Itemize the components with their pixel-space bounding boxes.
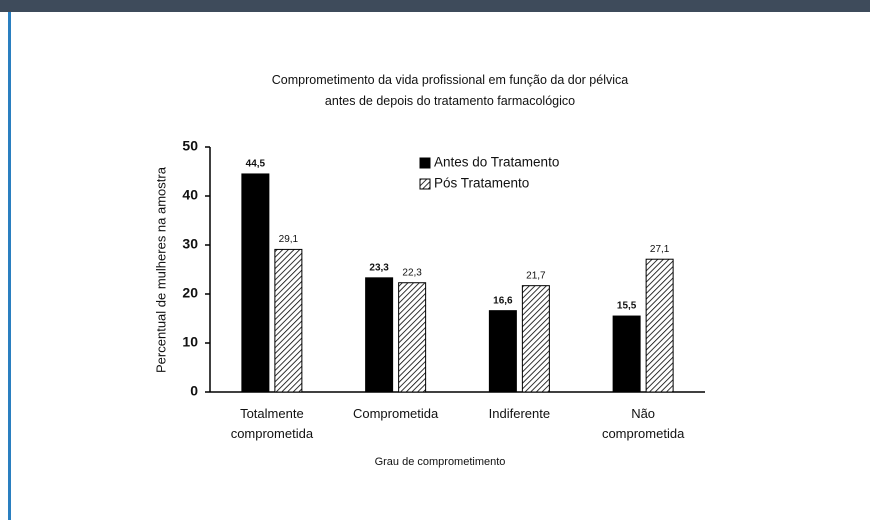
legend-swatch: [419, 157, 431, 169]
left-border: [8, 12, 11, 520]
chart-title: Comprometimento da vida profissional em …: [271, 73, 629, 108]
legend-swatch: [419, 178, 431, 190]
bar: [488, 310, 517, 393]
bar: [521, 285, 550, 393]
x-axis-title: Grau de comprometimento: [375, 456, 506, 468]
bar: [365, 277, 394, 393]
x-tick-label: Indiferente: [488, 406, 551, 421]
x-tick-label: Não comprometida: [601, 406, 685, 441]
legend-label: Antes do Tratamento: [434, 155, 559, 170]
value-label: 29,1: [279, 234, 299, 245]
y-axis-title: Percentual de mulheres na amostra: [153, 166, 168, 373]
y-tick-label: 30: [182, 236, 198, 252]
y-tick-label: 50: [182, 138, 198, 154]
value-label: 15,5: [617, 301, 637, 312]
x-tick-label: Totalmente comprometida: [230, 406, 314, 441]
value-label: 21,7: [526, 270, 546, 281]
bar: [241, 173, 270, 393]
bar: [274, 248, 303, 393]
x-tick-label: Comprometida: [352, 406, 439, 421]
value-label: 44,5: [246, 159, 266, 170]
bar: [645, 258, 674, 393]
bar: [612, 315, 641, 393]
value-label: 16,6: [493, 295, 513, 306]
value-label: 22,3: [402, 267, 422, 278]
header-bar: [0, 0, 870, 12]
value-label: 27,1: [650, 244, 670, 255]
y-tick-label: 10: [182, 334, 198, 350]
y-tick-label: 0: [190, 383, 198, 399]
y-tick-label: 40: [182, 187, 198, 203]
y-tick-label: 20: [182, 285, 198, 301]
bar: [398, 282, 427, 393]
value-label: 23,3: [369, 262, 389, 273]
legend-label: Pós Tratamento: [434, 176, 529, 191]
